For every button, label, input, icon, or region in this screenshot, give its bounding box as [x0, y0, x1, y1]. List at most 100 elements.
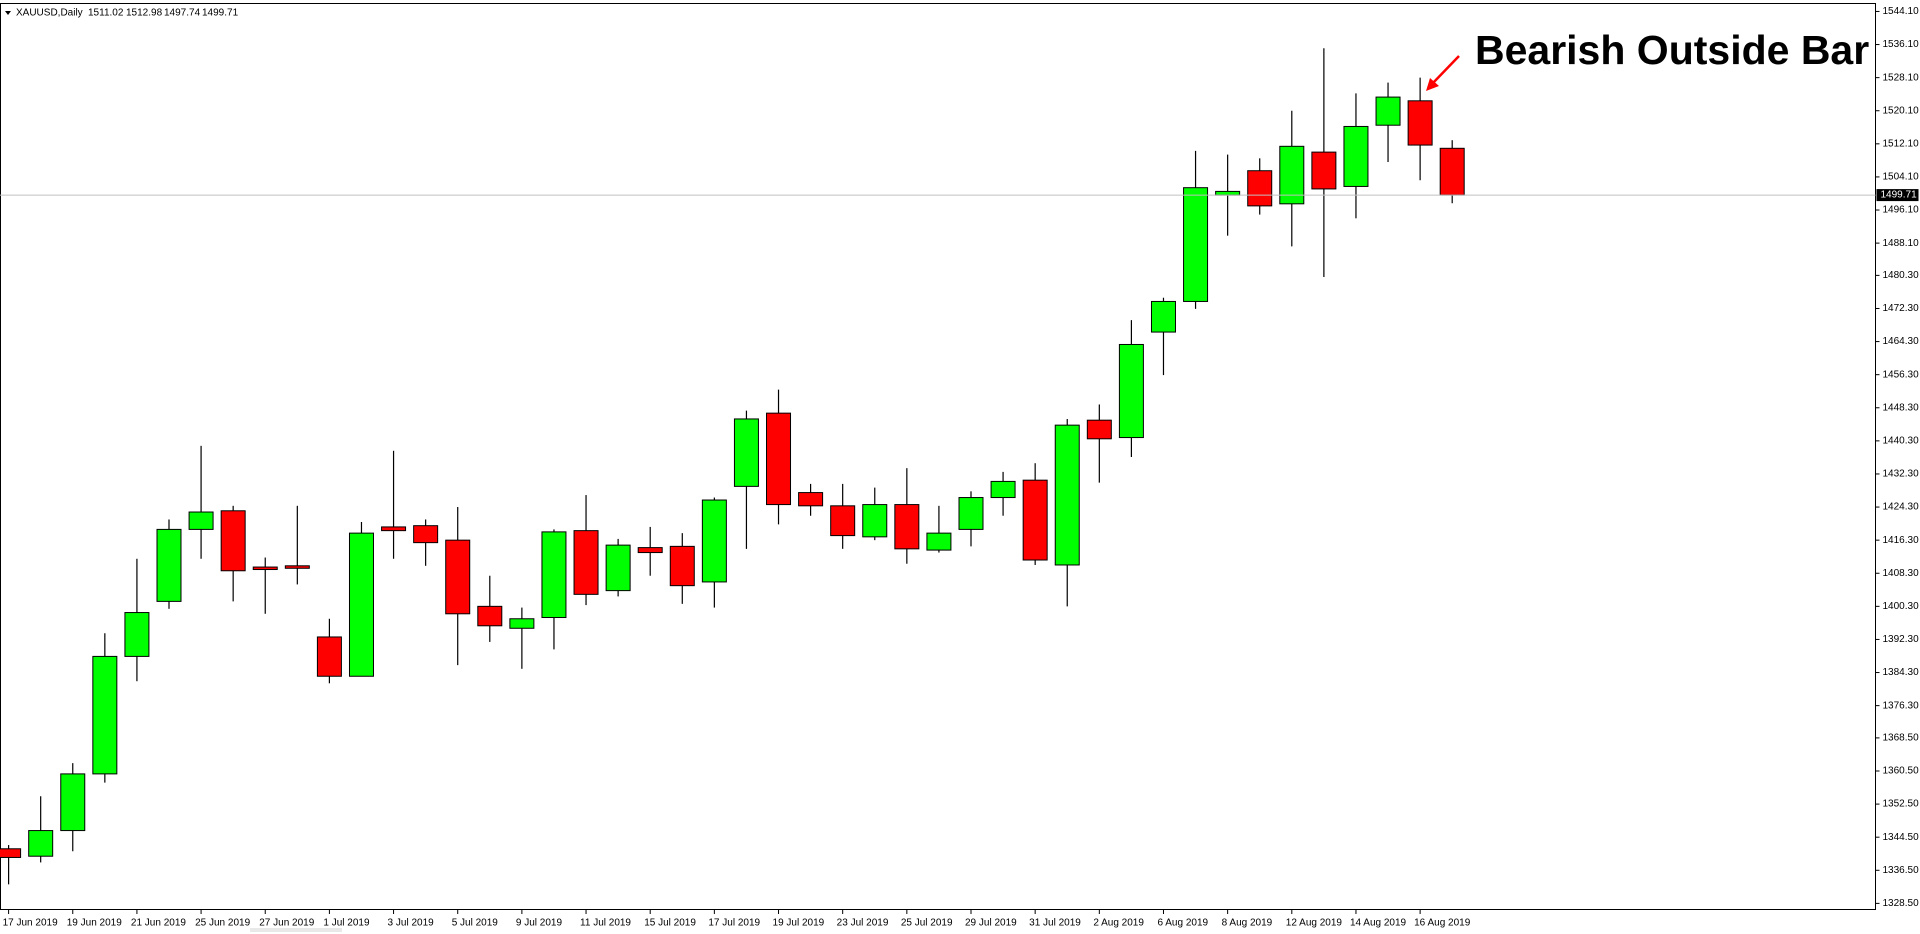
x-tick-label: 27 Jun 2019: [259, 918, 314, 929]
bear-body: [316, 636, 342, 677]
bear-body: [894, 504, 920, 550]
x-tick-label: 31 Jul 2019: [1029, 918, 1081, 929]
bull-body: [28, 830, 54, 857]
bear-body: [284, 565, 310, 569]
bull-body: [926, 532, 952, 551]
bull-body: [958, 497, 984, 530]
bull-body: [1118, 343, 1144, 439]
y-tick-label: 1328.50: [1883, 898, 1920, 909]
y-tick-label: 1480.30: [1883, 270, 1920, 281]
x-tick-label: 21 Jun 2019: [131, 918, 186, 929]
y-tick-label: 1496.10: [1883, 205, 1920, 216]
y-tick-label: 1504.10: [1883, 172, 1920, 183]
header-close: 1499.71: [202, 8, 239, 19]
bear-body: [252, 566, 278, 571]
x-tick-label: 17 Jun 2019: [3, 918, 58, 929]
bear-body: [0, 848, 22, 858]
annotation-text: Bearish Outside Bar: [1475, 27, 1869, 73]
x-tick-label: 3 Jul 2019: [388, 918, 435, 929]
bull-body: [605, 544, 631, 592]
bear-body: [766, 412, 792, 506]
y-tick-label: 1408.30: [1883, 568, 1920, 579]
x-tick-label: 29 Jul 2019: [965, 918, 1017, 929]
bear-body: [381, 526, 407, 532]
bear-body: [1022, 479, 1048, 561]
bull-body: [862, 504, 888, 538]
scroll-thumb: [250, 928, 342, 932]
header-high: 1512.98: [126, 8, 163, 19]
x-tick-label: 6 Aug 2019: [1157, 918, 1208, 929]
header: XAUUSD,Daily 1511.02 1512.98 1497.74 149…: [5, 8, 239, 19]
x-tick-label: 15 Jul 2019: [644, 918, 696, 929]
y-tick-label: 1464.30: [1883, 336, 1920, 347]
header-low: 1497.74: [164, 8, 201, 19]
y-tick-label: 1336.50: [1883, 865, 1920, 876]
bear-body: [477, 605, 503, 627]
x-tick-label: 14 Aug 2019: [1350, 918, 1407, 929]
y-tick-label: 1368.50: [1883, 733, 1920, 744]
bull-body: [124, 612, 150, 657]
y-tick-label: 1376.30: [1883, 700, 1920, 711]
y-tick-label: 1360.50: [1883, 766, 1920, 777]
bear-body: [445, 539, 471, 615]
y-tick-label: 1416.30: [1883, 535, 1920, 546]
bear-body: [669, 545, 695, 587]
y-tick-label: 1512.10: [1883, 138, 1920, 149]
x-tick-label: 16 Aug 2019: [1414, 918, 1471, 929]
x-tick-label: 8 Aug 2019: [1222, 918, 1273, 929]
bull-body: [1343, 125, 1369, 187]
bull-body: [541, 531, 567, 619]
bull-body: [188, 511, 214, 530]
x-tick-label: 25 Jun 2019: [195, 918, 250, 929]
current-price-label: 1499.71: [1881, 190, 1918, 201]
x-tick-label: 19 Jun 2019: [67, 918, 122, 929]
bull-body: [509, 618, 535, 629]
y-tick-label: 1424.30: [1883, 502, 1920, 513]
x-tick-label: 25 Jul 2019: [901, 918, 953, 929]
bull-body: [156, 528, 182, 602]
bull-body: [990, 480, 1016, 499]
x-tick-label: 17 Jul 2019: [708, 918, 760, 929]
symbol: XAUUSD,Daily: [16, 8, 83, 19]
x-tick-label: 5 Jul 2019: [452, 918, 499, 929]
y-tick-label: 1472.30: [1883, 303, 1920, 314]
arrow-head: [1426, 78, 1439, 91]
bull-body: [348, 532, 374, 677]
bull-body: [1375, 96, 1401, 126]
header-open: 1511.02: [88, 8, 124, 19]
bull-body: [733, 418, 759, 487]
y-tick-label: 1536.10: [1883, 39, 1920, 50]
menu-triangle: [5, 11, 11, 15]
x-tick-label: 1 Jul 2019: [323, 918, 370, 929]
bull-body: [1183, 187, 1209, 302]
annotation: Bearish Outside Bar: [1426, 27, 1869, 91]
y-tick-label: 1528.10: [1883, 72, 1920, 83]
y-tick-label: 1384.30: [1883, 667, 1920, 678]
bull-body: [60, 773, 86, 832]
bull-body: [1054, 424, 1080, 566]
bear-body: [637, 547, 663, 554]
annotation-arrow: [1431, 55, 1460, 85]
bear-body: [1439, 147, 1465, 196]
bear-body: [220, 510, 246, 572]
y-tick-label: 1520.10: [1883, 105, 1920, 116]
marks: [0, 48, 1876, 885]
y-tick-label: 1400.30: [1883, 601, 1920, 612]
bull-body: [1150, 300, 1176, 333]
y-tick-label: 1352.50: [1883, 799, 1920, 810]
bear-body: [1247, 170, 1273, 207]
bear-body: [573, 530, 599, 595]
bull-body: [1215, 190, 1241, 196]
bear-body: [798, 492, 824, 507]
plot-frame: [0, 3, 1876, 910]
y-tick-label: 1456.30: [1883, 369, 1920, 380]
bear-body: [413, 525, 439, 544]
y-tick-label: 1544.10: [1883, 6, 1920, 17]
bull-body: [1279, 145, 1305, 205]
bull-body: [701, 499, 727, 583]
y-tick-label: 1344.50: [1883, 832, 1920, 843]
bear-body: [1311, 151, 1337, 190]
x-tick-label: 23 Jul 2019: [837, 918, 889, 929]
